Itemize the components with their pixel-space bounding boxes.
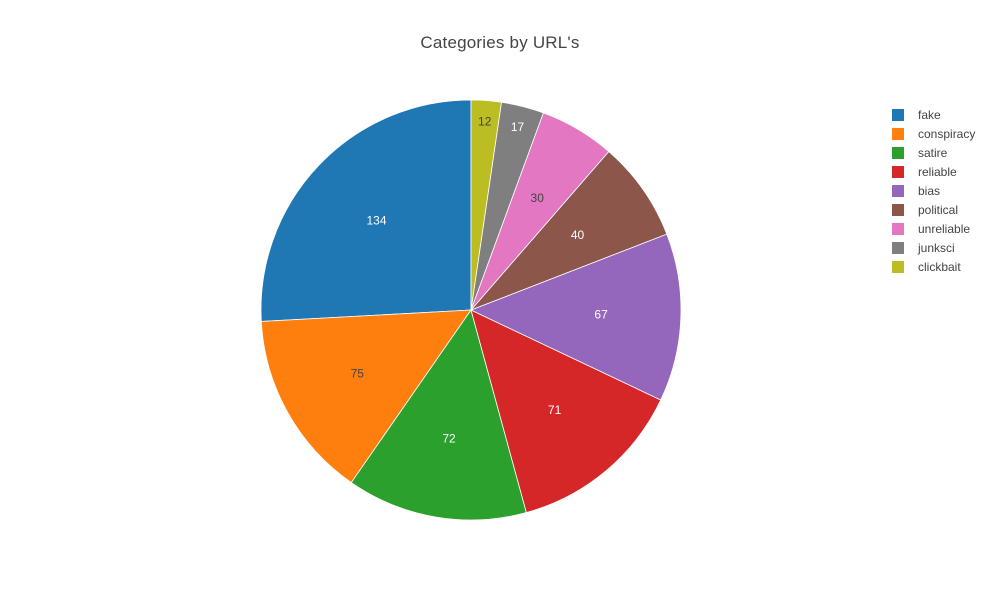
legend: fake conspiracy satire reliable bias politica… (892, 105, 992, 276)
legend-item-junksci[interactable]: junksci (892, 238, 992, 257)
pie-slice-clickbait[interactable] (470, 99, 502, 311)
legend-item-political[interactable]: political (892, 200, 992, 219)
pie-slice-satire[interactable] (350, 309, 527, 521)
slice-value-label-clickbait: 12 (478, 115, 492, 129)
pie-slice-fake[interactable] (260, 99, 472, 322)
legend-swatch (892, 165, 904, 178)
legend-label: conspiracy (918, 126, 976, 141)
legend-swatch (892, 184, 904, 197)
legend-swatch (892, 108, 904, 121)
legend-label: unreliable (918, 221, 971, 236)
slice-value-label-unreliable: 30 (531, 191, 545, 205)
pie-slice-political[interactable] (470, 150, 668, 311)
slice-value-label-bias: 67 (594, 308, 608, 322)
legend-item-satire[interactable]: satire (892, 143, 992, 162)
legend-swatch (892, 203, 904, 216)
legend-item-unreliable[interactable]: unreliable (892, 219, 992, 238)
legend-label: fake (918, 107, 941, 122)
slice-value-label-reliable: 71 (548, 403, 562, 417)
legend-swatch (892, 241, 904, 254)
pie-slice-conspiracy[interactable] (260, 309, 472, 484)
legend-label: clickbait (918, 259, 961, 274)
legend-item-fake[interactable]: fake (892, 105, 992, 124)
legend-item-reliable[interactable]: reliable (892, 162, 992, 181)
legend-item-clickbait[interactable]: clickbait (892, 257, 992, 276)
legend-swatch (892, 146, 904, 159)
legend-label: reliable (918, 164, 957, 179)
slice-value-label-junksci: 17 (511, 120, 525, 134)
chart-title: Categories by URL's (420, 33, 580, 52)
legend-label: political (918, 202, 959, 217)
slice-value-label-fake: 134 (366, 214, 386, 228)
slice-value-label-satire: 72 (442, 431, 456, 445)
legend-label: bias (918, 183, 941, 198)
legend-swatch (892, 127, 904, 140)
legend-label: junksci (918, 240, 955, 255)
pie-slice-reliable[interactable] (470, 309, 662, 514)
legend-swatch (892, 260, 904, 273)
pie-slice-bias[interactable] (469, 233, 682, 401)
slice-value-label-conspiracy: 75 (351, 367, 365, 381)
slice-value-label-political: 40 (571, 228, 585, 242)
legend-item-bias[interactable]: bias (892, 181, 992, 200)
legend-swatch (892, 222, 904, 235)
legend-label: satire (918, 145, 948, 160)
legend-item-conspiracy[interactable]: conspiracy (892, 124, 992, 143)
